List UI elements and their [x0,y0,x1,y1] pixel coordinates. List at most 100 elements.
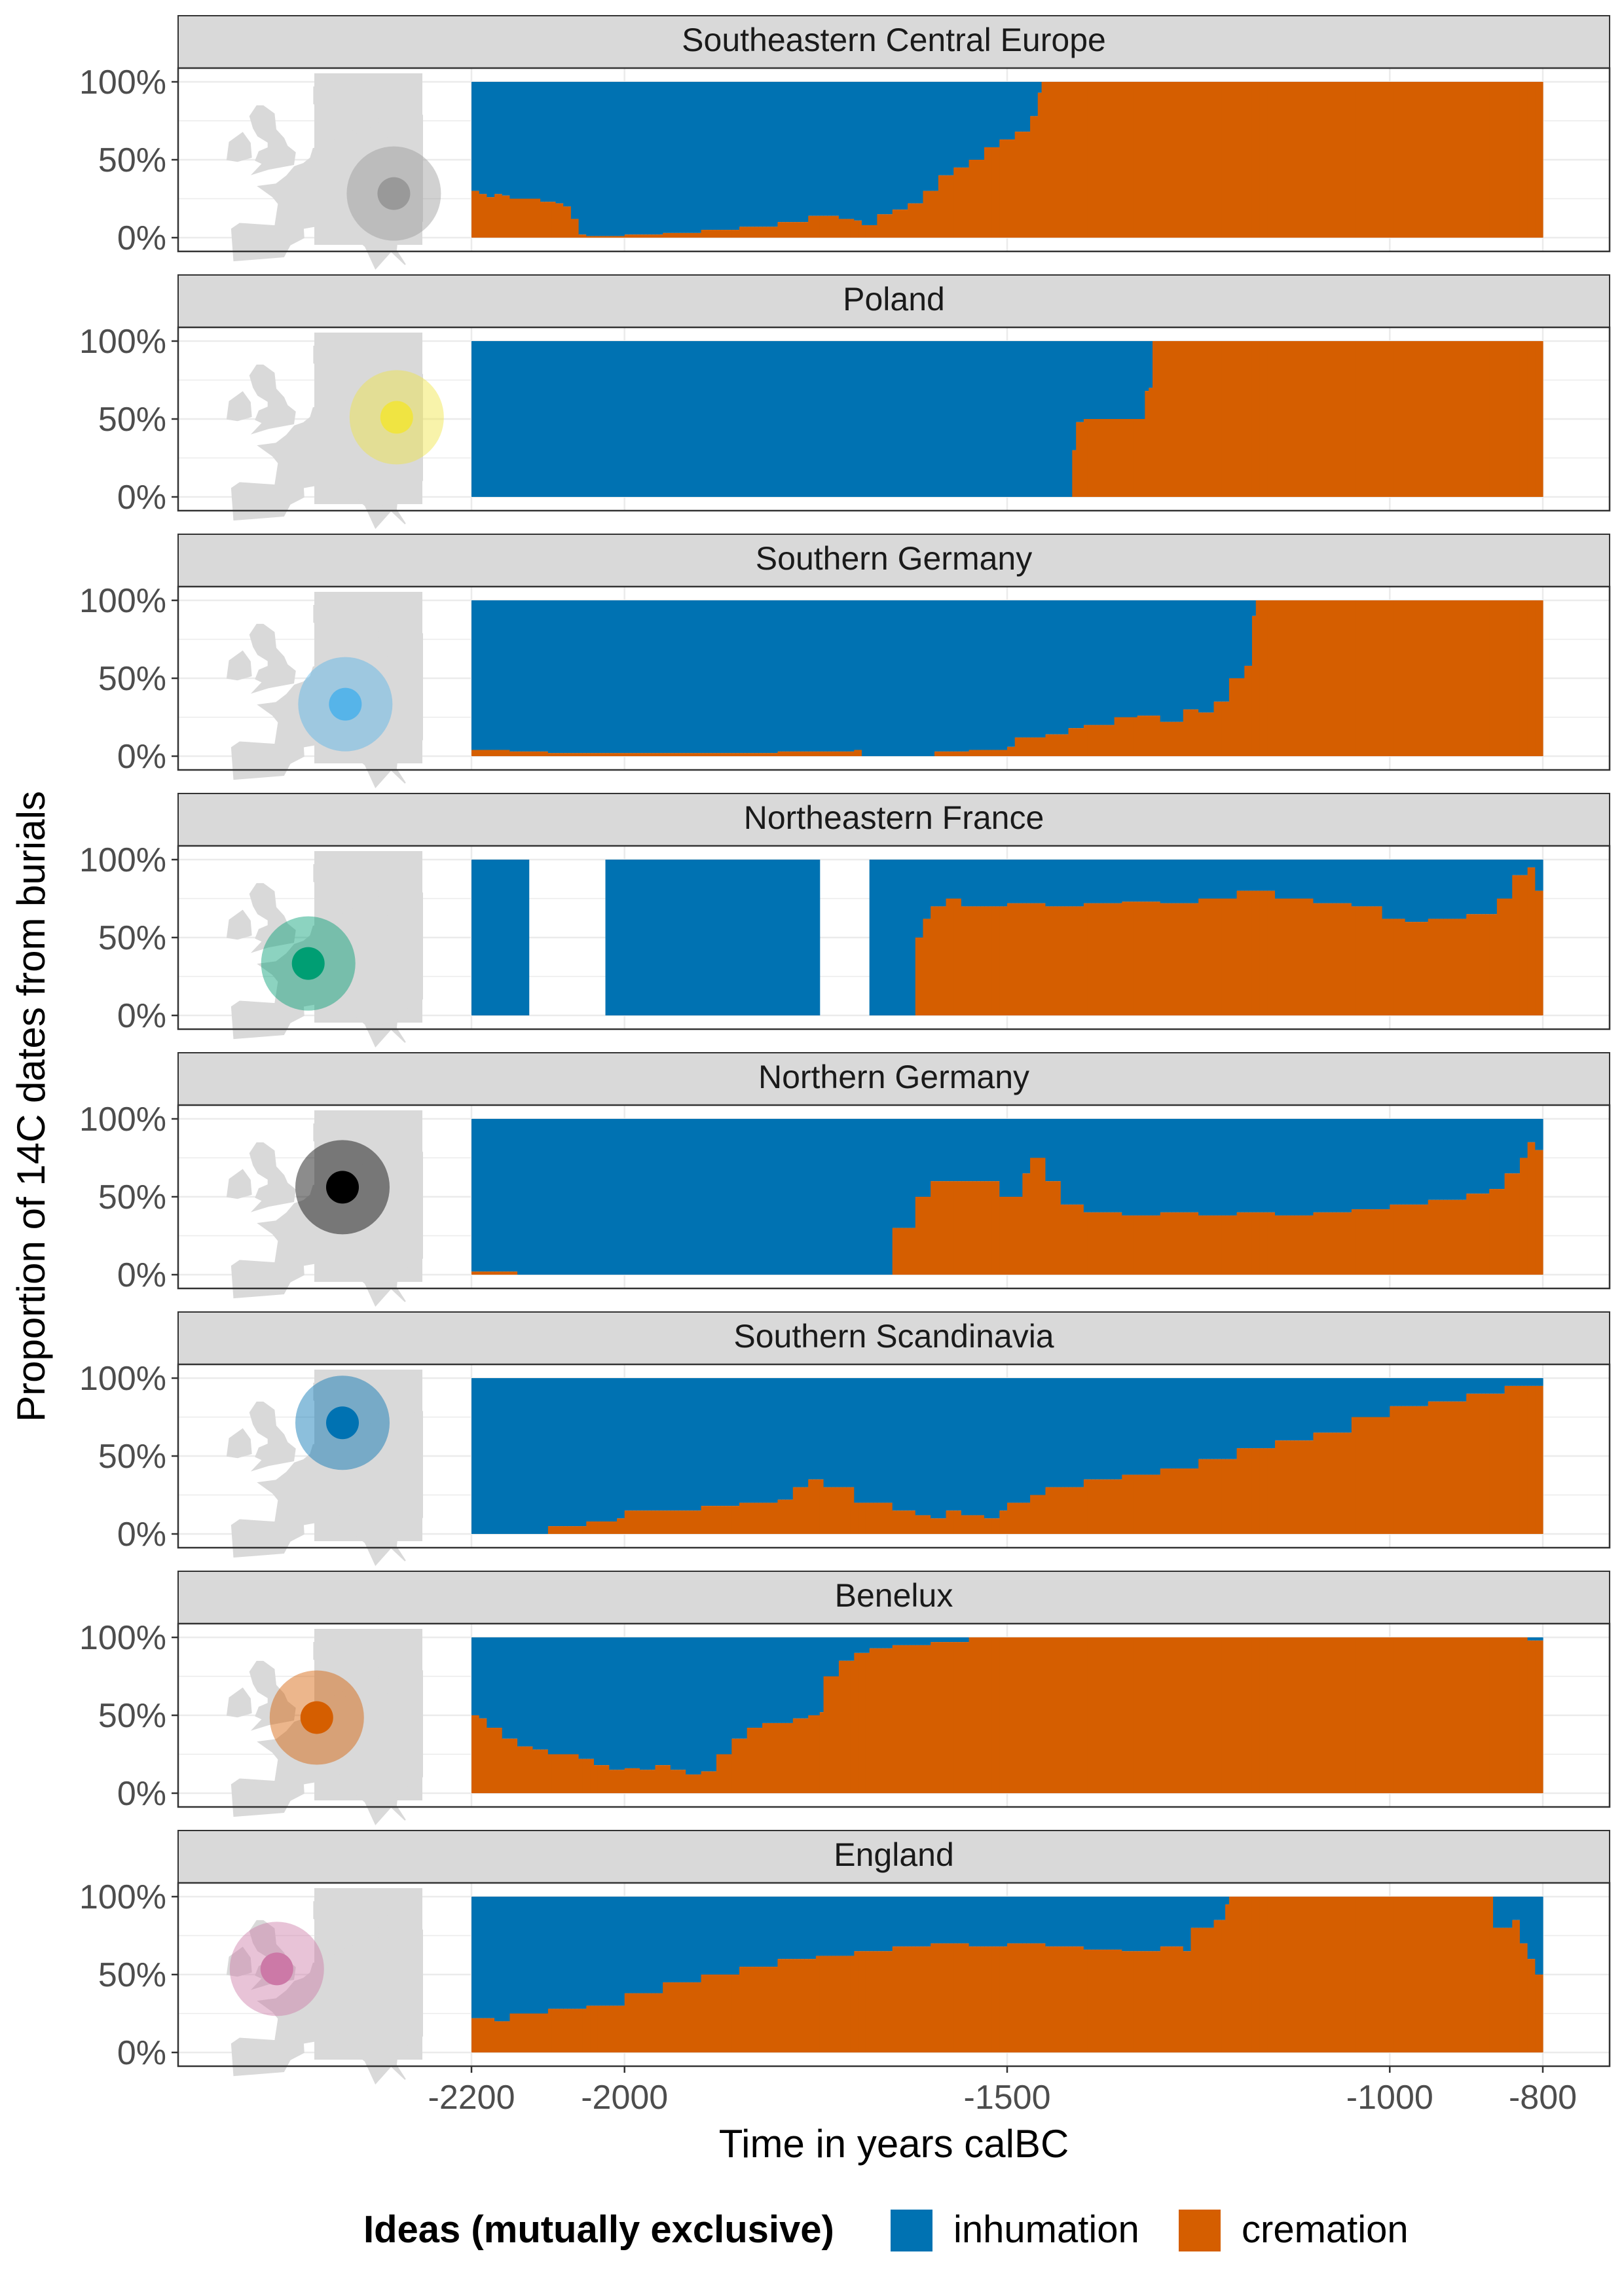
inhumation-area-segment [1190,860,1195,903]
inhumation-area-segment [567,1119,572,1275]
inhumation-area-segment [521,1119,526,1275]
cremation-area-segment [1431,1897,1436,2052]
cremation-area-segment [1443,919,1448,1015]
cremation-area-segment [1190,1468,1195,1534]
inhumation-area-segment [1298,1378,1302,1441]
cremation-area-segment [1076,728,1080,756]
inhumation-area-segment [1129,1378,1134,1475]
cremation-area-segment [1447,600,1452,756]
cremation-area-segment [823,751,828,756]
inhumation-area-segment [953,600,958,752]
cremation-area-segment [1535,1975,1540,2052]
cremation-area-segment [1371,341,1375,497]
inhumation-area-segment [475,341,480,497]
cremation-area-segment [1328,1637,1333,1793]
inhumation-area-segment [551,1897,557,2009]
inhumation-area-segment [1007,1378,1012,1503]
cremation-area-segment [1424,922,1429,1015]
cremation-area-segment [1083,419,1088,497]
inhumation-area-segment [624,1637,629,1768]
inhumation-area-segment [1141,860,1145,902]
inhumation-area-segment [1133,1119,1138,1216]
inhumation-area-segment [494,341,499,497]
cremation-area-segment [900,1645,904,1793]
inhumation-area-segment [601,82,606,236]
inhumation-area-segment [678,1119,682,1275]
inhumation-area-segment [690,1637,694,1775]
cremation-area-segment [1431,1637,1436,1793]
inhumation-area-segment [888,600,893,756]
inhumation-area-segment [1091,1119,1096,1212]
cremation-area-segment [716,753,721,756]
inhumation-area-segment [502,1378,507,1534]
cremation-area-segment [984,147,989,238]
cremation-area-segment [827,1676,832,1793]
inhumation-area-segment [858,1119,862,1275]
inhumation-area-segment [570,341,576,497]
inhumation-area-segment [931,600,935,756]
inhumation-area-segment [1060,860,1065,907]
cremation-area-segment [972,750,977,756]
inhumation-area-segment [1355,1119,1360,1210]
cremation-area-segment [995,1637,1000,1793]
inhumation-area-segment [1305,1119,1310,1216]
cremation-area-segment [991,147,997,238]
cremation-area-segment [1435,1897,1440,2052]
inhumation-area-segment [659,1119,663,1275]
inhumation-area-segment [731,341,736,497]
inhumation-area-segment [513,600,518,752]
inhumation-area-segment [915,600,920,756]
inhumation-area-segment [1168,860,1172,903]
cremation-area-segment [1068,1487,1073,1534]
inhumation-area-segment [1018,600,1023,738]
cremation-area-segment [777,1722,782,1793]
inhumation-area-segment [969,1378,974,1516]
cremation-area-segment [819,1956,824,2052]
cremation-area-segment [1397,1897,1402,2052]
inhumation-area-segment [1324,1378,1329,1433]
cremation-area-segment [1397,1406,1402,1534]
inhumation-area-segment [528,341,534,497]
inhumation-area-segment [502,860,507,1015]
cremation-area-segment [1095,1479,1099,1534]
cremation-area-segment [1053,1487,1058,1534]
cremation-area-segment [1149,716,1153,756]
inhumation-area-segment [815,1119,821,1275]
inhumation-area-segment [1183,1119,1188,1212]
inhumation-area-segment [1332,1119,1337,1212]
cremation-area-segment [1145,391,1149,497]
inhumation-area-segment [838,341,843,497]
inhumation-area-segment [969,1897,974,1947]
inhumation-area-segment [1290,1119,1295,1216]
inhumation-area-segment [908,82,912,204]
inhumation-area-segment [643,600,648,754]
cremation-area-segment [919,1515,924,1534]
cremation-area-segment [1213,701,1218,756]
inhumation-area-segment [506,860,511,1015]
inhumation-area-segment [1164,600,1168,722]
inhumation-area-segment [1263,1378,1268,1449]
cremation-area-segment [1232,1215,1238,1275]
inhumation-area-segment [1286,860,1291,899]
cremation-area-segment [1500,341,1505,497]
cremation-area-segment [1367,1897,1371,2052]
area-columns [471,860,1543,1015]
inhumation-area-segment [659,1637,663,1766]
inhumation-area-segment [861,341,866,497]
inhumation-area-segment [1172,600,1176,722]
inhumation-area-segment [747,1637,752,1728]
inhumation-area-segment [475,860,480,1015]
inhumation-area-segment [555,1378,560,1527]
cremation-area-segment [1114,1479,1119,1534]
inhumation-area-segment [1469,860,1475,915]
cremation-area-segment [1313,1637,1318,1793]
inhumation-area-segment [1286,1378,1291,1441]
cremation-area-segment [953,751,958,756]
inhumation-area-segment [1194,1897,1199,1928]
cremation-area-segment [506,195,511,238]
cremation-area-segment [1068,1637,1073,1793]
cremation-area-segment [678,232,682,238]
cremation-area-segment [885,1503,889,1534]
cremation-area-segment [666,1765,671,1793]
cremation-area-segment [1267,1897,1272,2052]
